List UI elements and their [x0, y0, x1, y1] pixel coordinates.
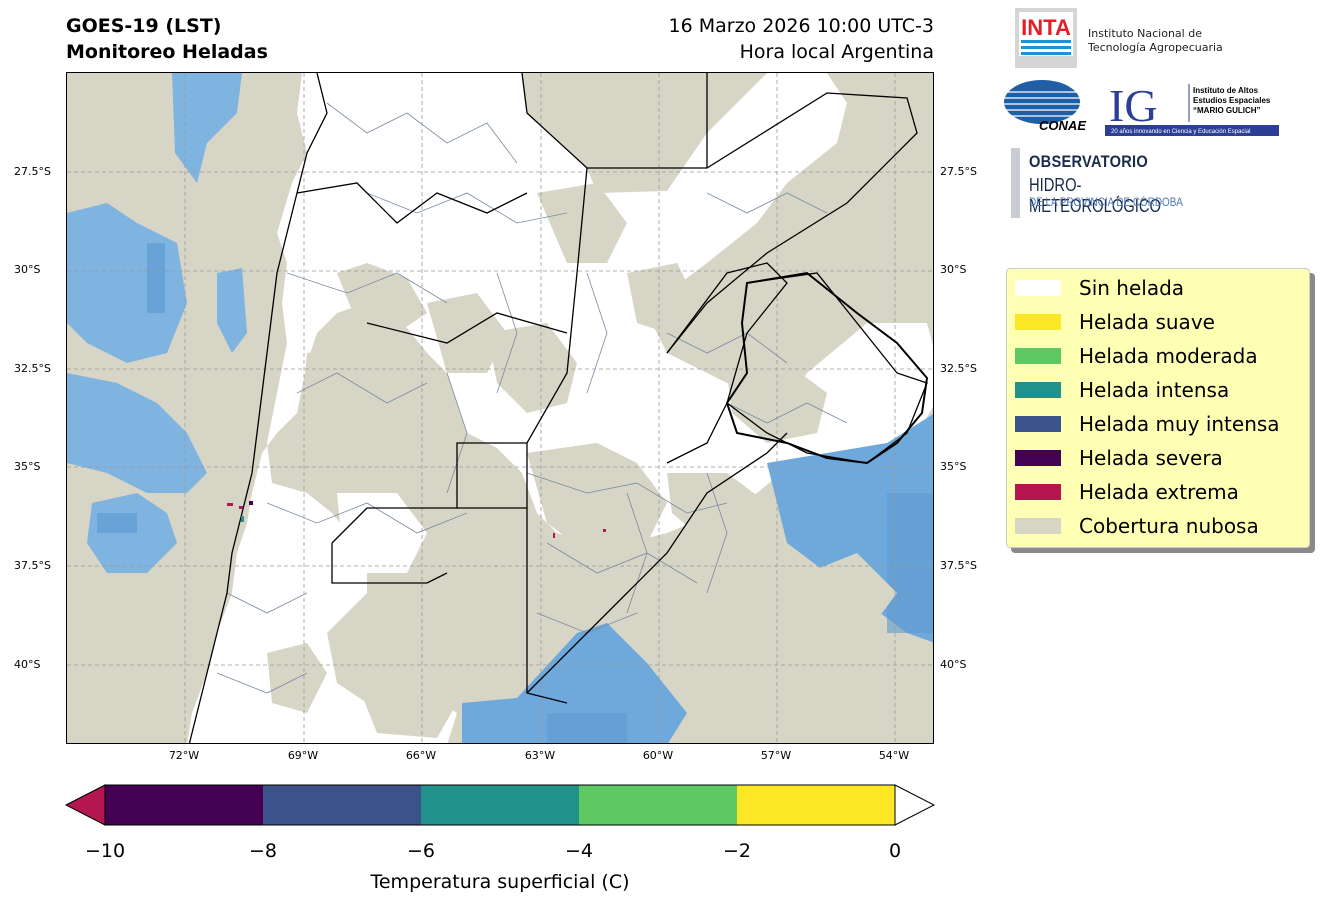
- title-satellite: GOES-19 (LST): [66, 15, 222, 37]
- lon-label: 57°W: [760, 749, 792, 762]
- ig-logo-graphic: IG Instituto de Altos Estudios Espaciale…: [1105, 76, 1279, 136]
- lat-label-right: 40°S: [940, 658, 967, 671]
- observatorio-bar: [1011, 148, 1020, 218]
- colorbar-segment: [105, 785, 263, 825]
- lon-label: 72°W: [168, 749, 200, 762]
- lat-label-right: 37.5°S: [940, 559, 977, 572]
- colorbar-tick: −10: [84, 840, 126, 862]
- temperature-colorbar: [64, 783, 936, 827]
- lon-label: 63°W: [524, 749, 556, 762]
- frost-map: [66, 72, 934, 744]
- lon-label: 66°W: [405, 749, 437, 762]
- frost-legend: Sin helada Helada suave Helada moderada …: [1006, 268, 1310, 548]
- legend-swatch: [1015, 450, 1061, 466]
- legend-item: Helada suave: [1015, 307, 1215, 337]
- observatorio-line3: DE LA PROVINCIA DE CÓRDOBA: [1029, 197, 1183, 209]
- legend-item: Helada extrema: [1015, 477, 1239, 507]
- lat-label-right: 35°S: [940, 460, 967, 473]
- lat-label-left: 35°S: [14, 460, 41, 473]
- colorbar-tick: −6: [406, 840, 436, 862]
- legend-label: Helada extrema: [1079, 480, 1239, 504]
- inta-name-line1: Instituto Nacional de: [1088, 27, 1202, 40]
- legend-label: Cobertura nubosa: [1079, 514, 1259, 538]
- colorbar-tick: −8: [248, 840, 278, 862]
- ig-line2: Estudios Espaciales: [1193, 96, 1271, 105]
- local-time-label: Hora local Argentina: [739, 41, 934, 63]
- legend-item: Helada moderada: [1015, 341, 1258, 371]
- observatorio-logo: OBSERVATORIO HIDRO-METEOROLÓGICO DE LA P…: [1011, 148, 1241, 218]
- colorbar-segment: [579, 785, 737, 825]
- observatorio-line2: HIDRO-METEOROLÓGICO: [1029, 175, 1162, 216]
- observatorio-line1: OBSERVATORIO: [1029, 152, 1149, 171]
- legend-swatch: [1015, 280, 1061, 296]
- lat-label-right: 32.5°S: [940, 362, 977, 375]
- inta-name-line2: Tecnología Agropecuaria: [1088, 41, 1223, 54]
- inta-logo-graphic: INTA: [1015, 8, 1077, 68]
- legend-item: Sin helada: [1015, 273, 1184, 303]
- lat-label-left: 32.5°S: [14, 362, 51, 375]
- province-boundaries: [188, 73, 928, 743]
- colorbar-label: Temperatura superficial (C): [370, 871, 630, 893]
- legend-item: Helada severa: [1015, 443, 1223, 473]
- colorbar-outline: [104, 784, 896, 826]
- datetime-label: 16 Marzo 2026 10:00 UTC-3: [668, 15, 935, 37]
- lon-label: 54°W: [878, 749, 910, 762]
- legend-label: Helada intensa: [1079, 378, 1230, 402]
- map-datetime: 16 Marzo 2026 10:00 UTC-3 Hora local Arg…: [669, 13, 935, 65]
- conae-wordmark: CONAE: [1039, 118, 1086, 132]
- west-water-dark: [97, 243, 165, 533]
- colorbar-over-arrow: [894, 784, 936, 826]
- colorbar-segment: [263, 785, 421, 825]
- conae-logo: CONAE: [1004, 78, 1088, 133]
- ig-tagline: 20 años innovando en Ciencia y Educación…: [1111, 129, 1250, 135]
- legend-item: Helada muy intensa: [1015, 409, 1280, 439]
- colorbar-tick: 0: [888, 840, 902, 862]
- lat-label-left: 30°S: [14, 263, 41, 276]
- graticule: [67, 73, 933, 743]
- colorbar-under-arrow: [64, 784, 106, 826]
- ig-line1: Instituto de Altos: [1193, 86, 1259, 95]
- lat-label-right: 30°S: [940, 263, 967, 276]
- frost-pixels: [227, 501, 606, 538]
- map-title: GOES-19 (LST) Monitoreo Heladas: [66, 13, 268, 65]
- legend-label: Helada muy intensa: [1079, 412, 1280, 436]
- title-product: Monitoreo Heladas: [66, 41, 268, 63]
- cloud-patches-over-land: [267, 183, 827, 738]
- legend-label: Helada moderada: [1079, 344, 1258, 368]
- ig-wordmark: IG: [1109, 80, 1158, 131]
- colorbar-tick: −4: [564, 840, 594, 862]
- legend-item: Helada intensa: [1015, 375, 1229, 405]
- lat-label-right: 27.5°S: [940, 165, 977, 178]
- colorbar-graphic: [64, 784, 936, 826]
- lon-label: 60°W: [642, 749, 674, 762]
- colorbar-tick: −2: [722, 840, 752, 862]
- lon-label: 69°W: [287, 749, 319, 762]
- inta-logo: INTA: [1015, 8, 1077, 68]
- legend-swatch: [1015, 484, 1061, 500]
- legend-swatch: [1015, 348, 1061, 364]
- legend-label: Sin helada: [1079, 276, 1185, 300]
- legend-label: Helada suave: [1079, 310, 1215, 334]
- colorbar-segment: [737, 785, 895, 825]
- legend-swatch: [1015, 314, 1061, 330]
- legend-swatch: [1015, 416, 1061, 432]
- conae-logo-graphic: CONAE: [1004, 80, 1086, 133]
- legend-label: Helada severa: [1079, 446, 1223, 470]
- ig-line3: “MARIO GULICH”: [1193, 106, 1261, 115]
- atlantic-cloud: [807, 553, 897, 633]
- lat-label-left: 40°S: [14, 658, 41, 671]
- inta-wordmark: INTA: [1021, 15, 1071, 40]
- ig-gulich-logo: IG Instituto de Altos Estudios Espaciale…: [1105, 76, 1279, 136]
- lat-label-left: 27.5°S: [14, 165, 51, 178]
- colorbar-segment: [421, 785, 579, 825]
- uruguay-border: [725, 271, 929, 465]
- legend-item: Cobertura nubosa: [1015, 511, 1259, 541]
- legend-swatch: [1015, 518, 1061, 534]
- map-canvas: [67, 73, 933, 743]
- lat-label-left: 37.5°S: [14, 559, 51, 572]
- legend-swatch: [1015, 382, 1061, 398]
